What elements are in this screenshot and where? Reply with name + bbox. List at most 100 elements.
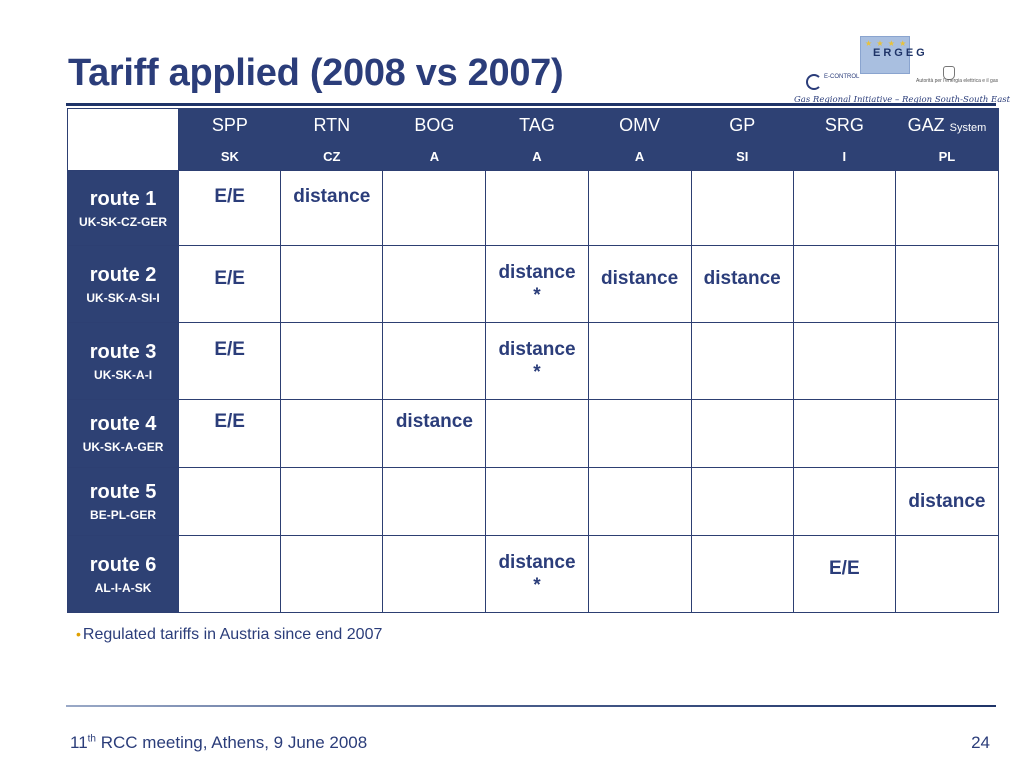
tariff-cell bbox=[485, 170, 589, 246]
operator-header: TAG bbox=[485, 108, 589, 142]
country-header: CZ bbox=[280, 142, 383, 171]
tariff-value: distance bbox=[395, 411, 473, 432]
tariff-cell bbox=[280, 467, 384, 536]
tariff-cell bbox=[382, 535, 487, 613]
operator-header-row: SPP RTN BOG TAG OMV GP SRG GAZ System bbox=[66, 108, 999, 171]
gri-subtitle: Gas Regional Initiative – Region South-S… bbox=[794, 95, 1011, 105]
tariff-cell bbox=[587, 170, 692, 246]
country-header: A bbox=[588, 142, 692, 171]
tariff-cell: distance bbox=[690, 245, 794, 323]
tariff-cell bbox=[792, 245, 896, 323]
footer-divider bbox=[66, 705, 996, 707]
route-row: route 3 UK-SK-A-I E/E distance * bbox=[66, 322, 1000, 400]
operator-header: GAZ System bbox=[895, 108, 999, 142]
tariff-cell bbox=[587, 322, 692, 400]
route-name: route 2 bbox=[89, 263, 157, 286]
tariff-cell bbox=[587, 399, 692, 468]
route-name: route 4 bbox=[89, 413, 157, 435]
tariff-cell bbox=[178, 467, 282, 536]
route-name: route 1 bbox=[89, 187, 157, 210]
route-header: route 5 BE-PL-GER bbox=[66, 467, 180, 536]
tariff-cell bbox=[587, 535, 692, 613]
eu-stars-icon: ★ ★ ★ ★ bbox=[865, 39, 908, 48]
italian-crest-icon bbox=[943, 66, 955, 80]
econtrol-logo-icon bbox=[806, 74, 822, 90]
route-header: route 4 UK-SK-A-GER bbox=[66, 399, 180, 468]
tariff-cell bbox=[280, 322, 384, 400]
tariff-cell: E/E bbox=[178, 322, 282, 400]
corner-cell bbox=[66, 108, 180, 171]
route-path: UK-SK-A-I bbox=[94, 367, 153, 382]
route-path: UK-SK-A-SI-I bbox=[86, 290, 160, 305]
tariff-value: E/E bbox=[214, 411, 245, 432]
country-header: I bbox=[793, 142, 896, 171]
tariff-cell bbox=[792, 322, 896, 400]
tariff-cell bbox=[382, 322, 487, 400]
tariff-value: distance * bbox=[498, 552, 576, 596]
tariff-value: distance bbox=[908, 491, 986, 512]
tariff-cell bbox=[792, 399, 896, 468]
econtrol-wordmark: E-CONTROL bbox=[824, 74, 860, 80]
tariff-value: distance * bbox=[498, 262, 576, 306]
tariff-value: distance * bbox=[498, 339, 576, 383]
logo-area: ★ ★ ★ ★ ERGEG E-CONTROL Autorità per l'e… bbox=[790, 34, 1010, 106]
tariff-value: distance bbox=[703, 267, 781, 289]
tariff-value: distance bbox=[601, 267, 679, 289]
country-header: PL bbox=[895, 142, 999, 171]
tariff-value: E/E bbox=[829, 557, 860, 579]
tariff-cell bbox=[587, 467, 692, 536]
tariff-cell bbox=[894, 245, 1000, 323]
route-row: route 5 BE-PL-GER distance bbox=[66, 467, 1000, 536]
tariff-cell: distance bbox=[382, 399, 487, 468]
operator-header: GP bbox=[691, 108, 794, 142]
route-row: route 4 UK-SK-A-GER E/E distance bbox=[66, 399, 1000, 468]
tariff-cell bbox=[894, 322, 1000, 400]
operator-header: BOG bbox=[382, 108, 486, 142]
tariff-cell bbox=[382, 245, 487, 323]
tariff-cell bbox=[690, 170, 794, 246]
tariff-cell bbox=[690, 467, 794, 536]
operator-header: SPP bbox=[178, 108, 281, 142]
tariff-cell: distance * bbox=[485, 322, 589, 400]
route-header: route 2 UK-SK-A-SI-I bbox=[66, 245, 180, 323]
tariff-cell bbox=[690, 322, 794, 400]
route-row: route 2 UK-SK-A-SI-I E/E distance * distance… bbox=[66, 245, 1000, 323]
route-row: route 1 UK-SK-CZ-GER E/E distance bbox=[66, 170, 1000, 246]
tariff-cell bbox=[382, 170, 487, 246]
tariff-cell: distance bbox=[280, 170, 384, 246]
tariff-cell bbox=[690, 399, 794, 468]
tariff-cell: E/E bbox=[178, 245, 282, 323]
tariff-cell bbox=[894, 170, 1000, 246]
tariff-cell bbox=[178, 535, 282, 613]
page-number: 24 bbox=[971, 733, 990, 752]
route-name: route 3 bbox=[89, 340, 157, 363]
route-header: route 1 UK-SK-CZ-GER bbox=[66, 170, 180, 246]
operator-header: OMV bbox=[588, 108, 692, 142]
tariff-value: E/E bbox=[214, 185, 245, 207]
route-name: route 6 bbox=[89, 553, 157, 576]
tariff-cell bbox=[894, 399, 1000, 468]
country-header: SI bbox=[691, 142, 794, 171]
route-path: UK-SK-A-GER bbox=[82, 440, 164, 454]
tariff-cell bbox=[382, 467, 487, 536]
ergeg-logo: ★ ★ ★ ★ bbox=[860, 36, 910, 74]
tariff-cell bbox=[280, 245, 384, 323]
route-header: route 6 AL-I-A-SK bbox=[66, 535, 180, 613]
tariff-cell: distance bbox=[894, 467, 1000, 536]
tariff-cell: E/E bbox=[792, 535, 896, 613]
tariff-cell: distance * bbox=[485, 535, 589, 613]
footnote-text: Regulated tariffs in Austria since end 2… bbox=[82, 626, 383, 643]
route-header: route 3 UK-SK-A-I bbox=[66, 322, 180, 400]
route-path: BE-PL-GER bbox=[90, 508, 157, 522]
tariff-cell: E/E bbox=[178, 170, 282, 246]
tariff-cell bbox=[485, 467, 589, 536]
tariff-cell: distance bbox=[587, 245, 692, 323]
tariff-value: E/E bbox=[214, 338, 245, 360]
tariff-cell: E/E bbox=[178, 399, 282, 468]
tariff-cell bbox=[792, 170, 896, 246]
tariff-cell bbox=[280, 535, 384, 613]
tariff-table: SPP RTN BOG TAG OMV GP SRG GAZ System SK CZ A A A SI… bbox=[66, 108, 1000, 613]
country-header-row: SK CZ A A A SI I PL bbox=[68, 142, 999, 171]
tariff-cell bbox=[485, 399, 589, 468]
tariff-cell bbox=[894, 535, 1000, 613]
